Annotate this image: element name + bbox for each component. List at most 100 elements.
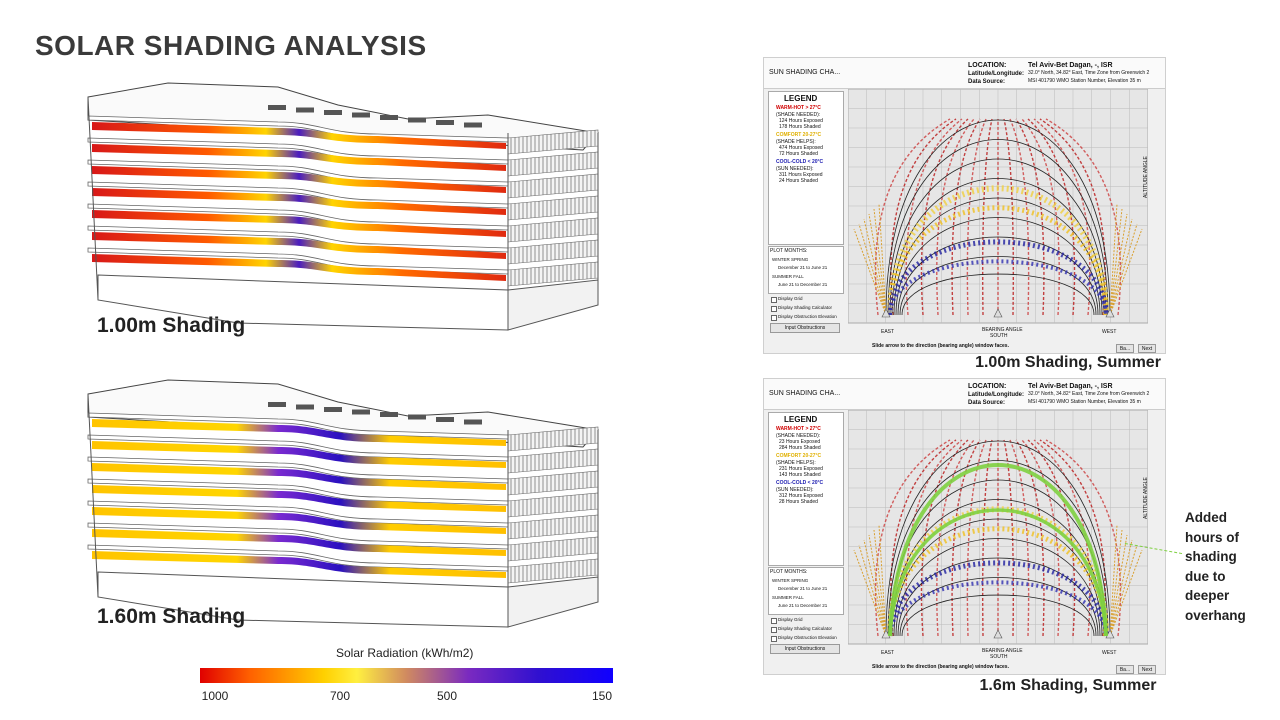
radiation-band bbox=[92, 463, 506, 490]
month-arc bbox=[897, 557, 1099, 637]
next-button[interactable]: Next bbox=[1138, 344, 1156, 353]
hour-band bbox=[887, 239, 1109, 316]
side-fan bbox=[1109, 549, 1143, 637]
hour-band bbox=[887, 185, 1109, 316]
axis-altitude: ALTITUDE ANGLE bbox=[1143, 156, 1149, 198]
legend-shaded: 72 Hours Shaded bbox=[779, 151, 818, 157]
marker bbox=[1105, 629, 1115, 639]
added-shading bbox=[888, 463, 1108, 637]
side-fan bbox=[1109, 208, 1123, 316]
side-fan bbox=[1109, 529, 1123, 637]
hour-line bbox=[1039, 118, 1106, 316]
legend-sub: (SHADE NEEDED): bbox=[776, 433, 821, 439]
footer: Slide arrow to the direction (bearing an… bbox=[872, 664, 1009, 670]
window-title: SUN SHADING CHA... bbox=[769, 390, 841, 397]
side-fan bbox=[1109, 524, 1118, 637]
legend-shaded: 28 Hours Shaded bbox=[779, 499, 818, 505]
roof-panel bbox=[296, 404, 314, 410]
checkbox bbox=[771, 618, 777, 624]
check-label: Display Grid bbox=[778, 296, 803, 301]
hour-line bbox=[920, 439, 969, 637]
sun-shading-window: SUN SHADING CHA... LOCATION: Tel Aviv-Bet … bbox=[763, 57, 1166, 354]
radiation-band bbox=[92, 188, 506, 215]
season: SUMMER FALL bbox=[772, 274, 804, 279]
axis-east: EAST bbox=[881, 650, 895, 656]
radiation-band bbox=[92, 507, 506, 534]
month-arc bbox=[897, 236, 1099, 316]
location-label: LOCATION: bbox=[968, 62, 1007, 69]
radiation-band bbox=[92, 144, 506, 171]
axis-south: SOUTH bbox=[990, 333, 1008, 339]
back-button[interactable]: Ba... bbox=[1116, 344, 1134, 353]
marker bbox=[1105, 308, 1115, 318]
hour-line bbox=[1015, 118, 1045, 316]
legend-sub: (SHADE NEEDED): bbox=[776, 112, 821, 118]
hour-band bbox=[887, 526, 1109, 637]
axis-west: WEST bbox=[1102, 329, 1117, 335]
month-arc bbox=[885, 440, 1111, 637]
radiation-band bbox=[92, 529, 506, 556]
side-fan bbox=[858, 223, 887, 316]
radiation-band bbox=[92, 441, 506, 468]
radiation-band bbox=[92, 419, 506, 446]
legend-exposed: 311 Hours Exposed bbox=[779, 172, 823, 178]
hour-line bbox=[905, 118, 963, 316]
legend-box bbox=[768, 412, 844, 566]
hour-line bbox=[936, 118, 975, 316]
radiation-band bbox=[92, 232, 506, 259]
annotation: Added hours of shading due to deeper ove… bbox=[1185, 510, 1246, 623]
source-label: Data Source: bbox=[968, 79, 1006, 85]
input-button[interactable]: Input Obstructions bbox=[770, 644, 840, 654]
fins bbox=[507, 514, 599, 540]
hour-line bbox=[936, 439, 975, 637]
legend-title: LEGEND bbox=[784, 415, 818, 424]
range: December 21 to June 21 bbox=[778, 586, 828, 591]
side-fan bbox=[1109, 228, 1143, 316]
window-header bbox=[764, 58, 1165, 89]
latlon: 32.0° North, 34.82° East, Time Zone from… bbox=[1028, 70, 1150, 76]
axis-bearing: BEARING ANGLE bbox=[982, 327, 1023, 333]
hour-line bbox=[920, 118, 969, 316]
hour-line bbox=[1027, 439, 1076, 637]
side-fan bbox=[1109, 534, 1128, 637]
input-button[interactable]: Input Obstructions bbox=[770, 323, 840, 333]
colorbar bbox=[200, 668, 613, 683]
side-fan bbox=[858, 544, 887, 637]
edge bbox=[87, 393, 99, 598]
check-label: Display Obstruction Elevation bbox=[778, 635, 837, 640]
hour-line bbox=[981, 118, 993, 316]
source: MSI 401790 WMO Station Number, Elevation… bbox=[1028, 399, 1141, 405]
season: WINTER SPRING bbox=[772, 578, 809, 583]
sun-path-plot bbox=[848, 410, 1148, 645]
axis-bearing: BEARING ANGLE bbox=[982, 648, 1023, 654]
radiation-band bbox=[92, 122, 506, 149]
hour-band bbox=[887, 205, 1109, 316]
legend-heading: COMFORT 20-27°C bbox=[776, 132, 822, 138]
hour-line bbox=[1015, 439, 1045, 637]
side-fan bbox=[1109, 539, 1133, 637]
colorbar-tick: 150 bbox=[591, 689, 613, 703]
building-model bbox=[87, 82, 599, 331]
latlon-label: Latitude/Longitude: bbox=[968, 71, 1024, 77]
legend-heading: COMFORT 20-27°C bbox=[776, 453, 822, 459]
check-label: Display Obstruction Elevation bbox=[778, 314, 837, 319]
chart-caption: 1.00m Shading, Summer bbox=[975, 354, 1161, 371]
marker bbox=[881, 629, 891, 639]
sun-shading-window: SUN SHADING CHA... LOCATION: Tel Aviv-Bet … bbox=[763, 378, 1166, 675]
model-label: 1.00m Shading bbox=[97, 314, 246, 337]
legend-sub: (SHADE HELPS): bbox=[776, 460, 816, 466]
side-fan bbox=[863, 218, 887, 316]
radiation-band bbox=[92, 551, 506, 578]
fins bbox=[507, 195, 599, 221]
checkbox bbox=[771, 627, 777, 633]
base-side bbox=[507, 576, 599, 628]
back-button[interactable]: Ba... bbox=[1116, 665, 1134, 674]
checkbox bbox=[771, 636, 777, 642]
source: MSI 401790 WMO Station Number, Elevation… bbox=[1028, 78, 1141, 84]
chart-caption: 1.6m Shading, Summer bbox=[979, 677, 1157, 694]
next-button[interactable]: Next bbox=[1138, 665, 1156, 674]
side-fan bbox=[1109, 544, 1138, 637]
legend-heading: COOL-COLD < 20°C bbox=[776, 480, 824, 486]
roof-panel bbox=[352, 409, 370, 415]
building-model bbox=[87, 379, 599, 628]
